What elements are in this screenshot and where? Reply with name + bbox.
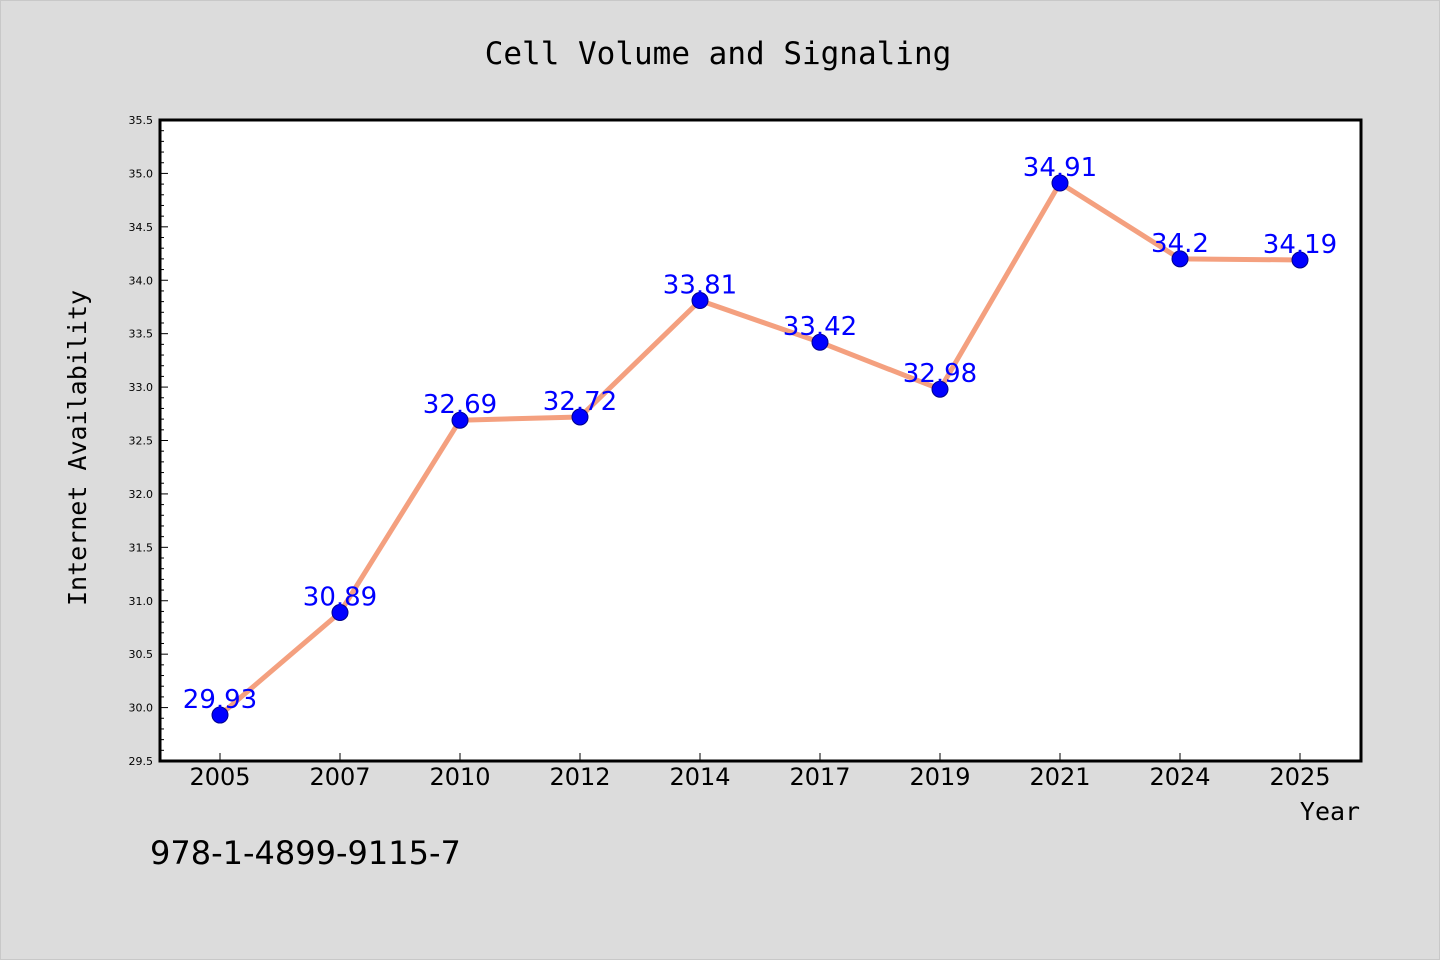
y-tick-label: 30.0 [129, 702, 154, 715]
y-tick-label: 34.0 [129, 274, 154, 287]
data-label: 34.91 [1023, 153, 1097, 183]
data-labels: 29.93 30.89 32.69 32.72 33.81 33.42 32.98 34.91… [183, 153, 1337, 715]
data-point [1171, 250, 1189, 268]
data-label: 32.69 [423, 390, 497, 420]
footer-identifier: 978-1-4899-9115-7 [150, 834, 461, 872]
y-tick-label: 29.5 [129, 755, 154, 768]
data-point [451, 411, 469, 429]
x-tick-label: 2019 [909, 763, 970, 791]
data-label: 30.89 [303, 583, 377, 613]
y-tick-label: 31.0 [129, 595, 154, 608]
data-label: 32.72 [543, 387, 617, 417]
data-label: 34.2 [1151, 229, 1209, 259]
x-tick-label: 2017 [789, 763, 850, 791]
x-tick-label: 2007 [309, 763, 370, 791]
data-point [1291, 251, 1309, 269]
x-tick-label: 2005 [189, 763, 250, 791]
y-tick-label: 35.0 [129, 167, 154, 180]
data-label: 29.93 [183, 685, 257, 715]
x-tick-label: 2014 [669, 763, 730, 791]
data-label: 33.42 [783, 312, 857, 342]
x-tick-label: 2010 [429, 763, 490, 791]
data-point [931, 380, 949, 398]
y-tick-label: 34.5 [129, 221, 154, 234]
y-tick-label: 30.5 [129, 648, 154, 661]
data-point [1051, 174, 1069, 192]
series [211, 174, 1309, 724]
plot-area [158, 118, 1363, 763]
data-label: 34.19 [1263, 230, 1337, 260]
x-axis-label: Year [1300, 797, 1360, 826]
data-point [211, 706, 229, 724]
data-point [691, 292, 709, 310]
y-tick-label: 32.0 [129, 488, 154, 501]
series-line [217, 180, 1303, 718]
data-label: 33.81 [663, 271, 737, 301]
x-tick-label: 2025 [1269, 763, 1330, 791]
data-point [571, 408, 589, 426]
y-axis: 29.5 30.0 30.5 31.0 31.5 32.0 32.5 33.0 33.5 34.0… [129, 114, 168, 768]
y-tick-label: 35.5 [129, 114, 154, 127]
y-axis-label: Internet Availability [63, 290, 92, 606]
y-tick-label: 33.0 [129, 381, 154, 394]
data-label: 32.98 [903, 359, 977, 389]
x-axis: 2005 2007 2010 2012 2014 2017 2019 2021 2024 2025 [189, 753, 1331, 791]
y-tick-label: 32.5 [129, 435, 154, 448]
y-tick-label: 33.5 [129, 328, 154, 341]
y-tick-label: 31.5 [129, 541, 154, 554]
x-tick-label: 2024 [1149, 763, 1210, 791]
x-tick-label: 2012 [549, 763, 610, 791]
data-point [331, 604, 349, 622]
x-tick-label: 2021 [1029, 763, 1090, 791]
chart-title: Cell Volume and Signaling [485, 36, 952, 72]
data-point [811, 333, 829, 351]
